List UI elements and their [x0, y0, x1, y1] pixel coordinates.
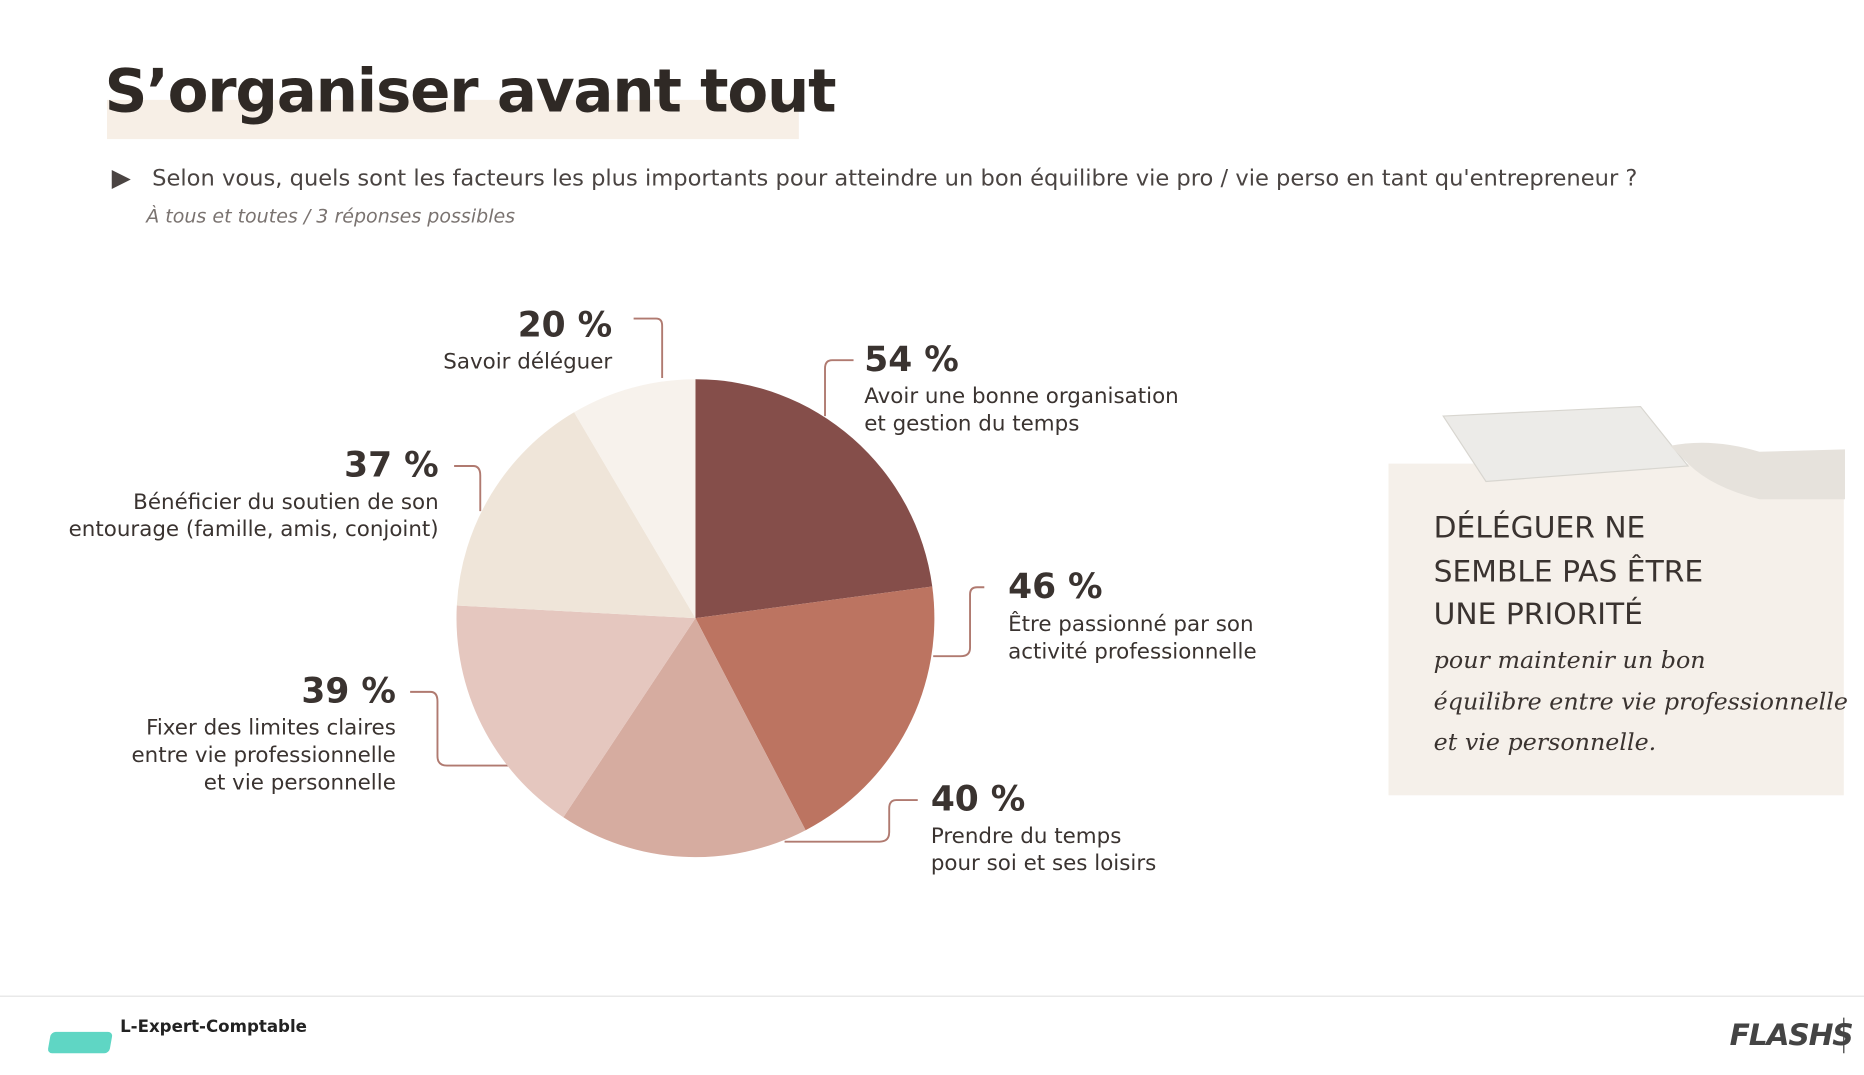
category-label: Avoir une bonne organisation et gestion … [864, 383, 1179, 437]
pie [456, 379, 935, 858]
pie-slice [574, 379, 696, 619]
brand: L-Expert-Comptable [120, 1017, 307, 1037]
note: À tous et toutes / 3 réponses possibles [146, 204, 516, 228]
category-label: Savoir déléguer [443, 349, 613, 375]
bullet [111, 169, 131, 190]
hand-illustration [1670, 442, 1845, 500]
value-label: 37 % [344, 444, 439, 486]
pie-slice [456, 605, 696, 818]
pie-slice [695, 586, 935, 831]
pie-slice [695, 379, 933, 619]
category-label: Prendre du temps pour soi et ses loisirs [930, 823, 1157, 877]
question: Selon vous, quels sont les facteurs les … [152, 165, 1638, 192]
category-label: Fixer des limites claires entre vie prof… [131, 715, 396, 796]
callout-box [1388, 463, 1844, 796]
value-label: 54 % [864, 338, 959, 380]
title: S’organiser avant tout [104, 57, 837, 127]
brand-suffix: •com [236, 1033, 283, 1051]
paper-illustration [1442, 405, 1690, 483]
pie-slice [563, 618, 806, 858]
value-label: 40 % [930, 778, 1026, 820]
category-label: Être passionné par son activité professi… [1008, 612, 1257, 665]
pie-slice [456, 412, 696, 619]
value-label: 46 % [1008, 565, 1103, 607]
value-label: 39 % [301, 670, 396, 711]
value-label: 20 % [517, 304, 613, 345]
leader-lines [410, 317, 985, 843]
brand-badge [48, 1031, 113, 1054]
callout-body: pour maintenir un bon équilibre entre vi… [1433, 645, 1848, 757]
callout-heading: DÉLÉGUER NE SEMBLE PAS ÊTRE UNE PRIORITÉ [1433, 509, 1704, 632]
title-highlight [106, 99, 799, 140]
logo: FLASHS [1729, 1017, 1854, 1053]
category-label: Bénéficier du soutien de son entourage (… [68, 489, 439, 543]
